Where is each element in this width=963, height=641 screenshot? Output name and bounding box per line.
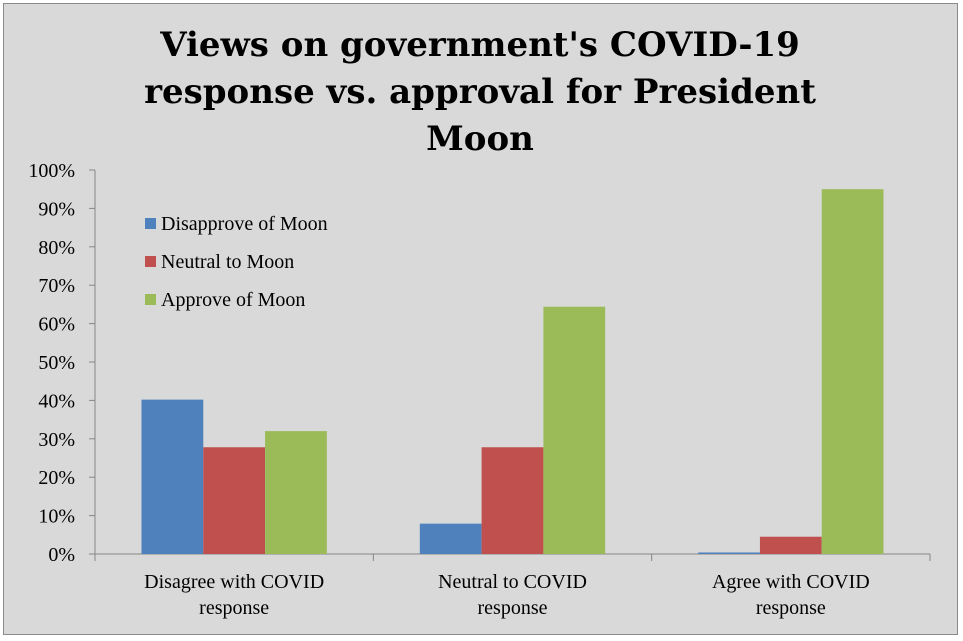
y-axis: 0% 10% 20% 30% 40% 50% 60% 70% 80% 90% 100%	[28, 160, 96, 566]
y-tick-label: 20%	[38, 467, 75, 489]
x-category-label: response	[478, 597, 548, 619]
bars	[141, 189, 884, 554]
bar	[203, 447, 266, 554]
x-category-label: Neutral to COVID	[438, 571, 587, 593]
x-category-label: response	[199, 597, 269, 619]
x-category-label: response	[756, 597, 826, 619]
bar	[265, 431, 327, 554]
legend-swatch	[145, 294, 156, 305]
bar	[481, 447, 544, 554]
chart-title-line-3: Moon	[426, 119, 534, 159]
y-tick-label: 10%	[38, 506, 75, 528]
bar	[759, 536, 822, 554]
chart-title-line-1: Views on government's COVID-19	[160, 25, 800, 65]
bar	[419, 523, 482, 554]
legend-label: Neutral to Moon	[161, 251, 294, 273]
x-axis: Disagree with COVID response Neutral to CO…	[94, 553, 931, 619]
legend-swatch	[145, 256, 156, 267]
y-tick-label: 0%	[48, 544, 75, 566]
legend-swatch	[145, 218, 156, 229]
chart-title-line-2: response vs. approval for President	[144, 72, 816, 112]
bar	[543, 306, 606, 554]
bar	[141, 399, 204, 554]
x-category-label: Agree with COVID	[712, 571, 870, 593]
legend-label: Disapprove of Moon	[161, 213, 328, 235]
y-tick-label: 40%	[38, 390, 75, 412]
chart-title: Views on government's COVID-19 response …	[120, 22, 840, 163]
y-tick-label: 70%	[38, 275, 75, 297]
y-tick-label: 90%	[38, 198, 75, 220]
y-tick-label: 30%	[38, 429, 75, 451]
bar	[698, 552, 760, 554]
y-tick-label: 80%	[38, 237, 75, 259]
y-tick-label: 60%	[38, 314, 75, 336]
y-tick-label: 50%	[38, 352, 75, 374]
bar	[821, 189, 884, 554]
legend-label: Approve of Moon	[161, 289, 305, 311]
y-tick-label: 100%	[28, 160, 75, 182]
x-category-label: Disagree with COVID	[144, 571, 324, 593]
legend: Disapprove of Moon Neutral to Moon Approve…	[145, 213, 328, 311]
